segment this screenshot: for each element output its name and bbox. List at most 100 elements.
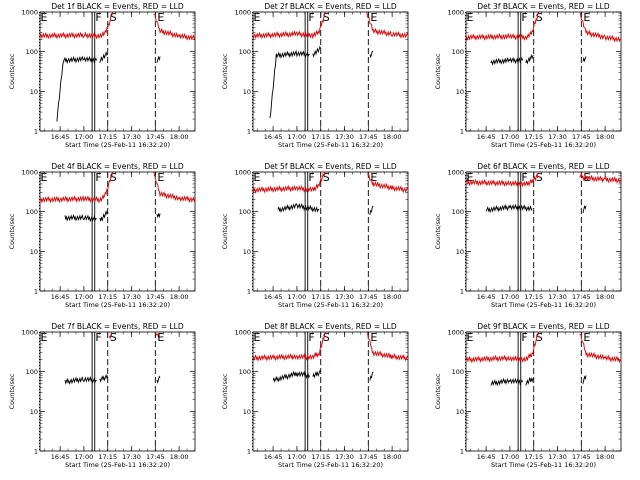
- x-tick-label: 16:45: [51, 293, 70, 301]
- x-tick-label: 17:30: [122, 133, 141, 141]
- x-axis-title: Start Time (25-Feb-11 16:32:20): [278, 461, 383, 469]
- lld-series-line: [366, 332, 408, 362]
- x-tick-label: 17:00: [75, 133, 94, 141]
- plot-frame: [465, 331, 622, 452]
- x-tick-label: 17:00: [501, 453, 520, 461]
- marker-label: S: [323, 331, 330, 344]
- x-tick-label: 18:00: [596, 293, 615, 301]
- marker-label: F: [521, 11, 527, 24]
- chart-title: Det 3f BLACK = Events, RED = LLD: [477, 2, 610, 11]
- chart-panel: Det 3f BLACK = Events, RED = LLD 1 10 100 10…: [434, 2, 622, 149]
- x-tick-label: 17:00: [501, 133, 520, 141]
- x-axis-title: Start Time (25-Feb-11 16:32:20): [491, 141, 596, 149]
- lld-series-line: [253, 172, 326, 194]
- x-tick-label: 17:30: [335, 293, 354, 301]
- marker-label: F: [95, 171, 101, 184]
- x-axis-title: Start Time (25-Feb-11 16:32:20): [65, 141, 170, 149]
- chart-title: Det 1f BLACK = Events, RED = LLD: [51, 2, 184, 11]
- x-tick-label: 16:45: [51, 453, 70, 461]
- lld-series-line: [253, 12, 326, 40]
- events-series-line: [490, 56, 524, 66]
- y-tick-label: 100: [452, 208, 464, 216]
- y-axis-title: Counts/sec: [434, 213, 442, 249]
- x-tick-label: 17:15: [524, 133, 543, 141]
- plot-frame: [465, 11, 622, 132]
- chart-title: Det 5f BLACK = Events, RED = LLD: [264, 162, 397, 171]
- x-tick-label: 17:00: [288, 453, 307, 461]
- lld-series-line: [466, 332, 539, 364]
- y-tick-label: 10: [243, 408, 251, 416]
- y-tick-label: 1000: [234, 169, 251, 177]
- marker-label: E: [466, 171, 473, 184]
- y-tick-label: 10: [456, 408, 464, 416]
- marker-label: E: [40, 171, 47, 184]
- y-tick-label: 1000: [447, 169, 464, 177]
- x-tick-label: 17:15: [524, 453, 543, 461]
- y-tick-label: 1: [247, 128, 251, 136]
- chart-panel: Det 1f BLACK = Events, RED = LLD 1 10 100 10…: [8, 2, 196, 149]
- x-tick-label: 17:15: [98, 453, 117, 461]
- events-series-line: [99, 373, 109, 383]
- y-tick-label: 1: [34, 288, 38, 296]
- x-tick-label: 18:00: [383, 133, 402, 141]
- y-axis-title: Counts/sec: [8, 213, 16, 249]
- chart-panel: Det 9f BLACK = Events, RED = LLD 1 10 100 10…: [434, 322, 622, 469]
- events-series-line: [99, 209, 109, 222]
- x-tick-label: 17:45: [146, 453, 165, 461]
- x-tick-label: 17:15: [311, 293, 330, 301]
- events-series-line: [582, 204, 587, 214]
- x-tick-label: 18:00: [170, 453, 189, 461]
- y-axis-title: Counts/sec: [221, 53, 229, 89]
- events-series-line: [525, 376, 535, 386]
- lld-series-line: [108, 332, 113, 340]
- marker-label: S: [323, 171, 330, 184]
- y-tick-label: 1000: [234, 329, 251, 337]
- events-series-line: [269, 49, 310, 119]
- y-tick-label: 1000: [21, 329, 38, 337]
- plot-frame: [39, 11, 196, 132]
- marker-label: F: [308, 11, 314, 24]
- events-series-line: [369, 205, 374, 216]
- y-tick-label: 100: [239, 48, 251, 56]
- x-tick-label: 16:45: [264, 133, 283, 141]
- marker-label: S: [323, 11, 330, 24]
- x-tick-label: 17:45: [572, 133, 591, 141]
- x-tick-label: 17:45: [572, 293, 591, 301]
- events-series-line: [312, 45, 322, 58]
- plot-frame: [252, 11, 409, 132]
- y-tick-label: 100: [239, 208, 251, 216]
- lld-series-line: [579, 12, 621, 43]
- x-tick-label: 17:45: [359, 133, 378, 141]
- marker-label: E: [157, 331, 164, 344]
- events-series-line: [490, 377, 524, 387]
- x-tick-label: 17:00: [75, 453, 94, 461]
- events-series-line: [156, 212, 161, 219]
- x-tick-label: 17:30: [122, 293, 141, 301]
- x-tick-label: 17:15: [98, 133, 117, 141]
- y-tick-label: 1000: [21, 9, 38, 17]
- y-tick-label: 10: [456, 88, 464, 96]
- x-tick-label: 17:30: [548, 293, 567, 301]
- events-series-line: [156, 375, 161, 384]
- y-tick-label: 100: [26, 208, 38, 216]
- x-tick-label: 17:30: [335, 453, 354, 461]
- x-tick-label: 16:45: [477, 133, 496, 141]
- y-tick-label: 100: [239, 368, 251, 376]
- y-axis-title: Counts/sec: [221, 213, 229, 249]
- y-tick-label: 1: [247, 288, 251, 296]
- y-axis-title: Counts/sec: [221, 373, 229, 409]
- y-tick-label: 1: [460, 288, 464, 296]
- chart-panel: Det 7f BLACK = Events, RED = LLD 1 10 100 10…: [8, 322, 196, 469]
- marker-label: E: [253, 11, 260, 24]
- x-tick-label: 16:45: [264, 293, 283, 301]
- lld-series-line: [579, 333, 621, 364]
- x-tick-label: 18:00: [596, 453, 615, 461]
- x-tick-label: 16:45: [477, 453, 496, 461]
- chart-title: Det 9f BLACK = Events, RED = LLD: [477, 322, 610, 331]
- lld-series-line: [153, 14, 195, 41]
- marker-label: S: [110, 171, 117, 184]
- lld-series-line: [367, 172, 408, 194]
- x-tick-label: 17:30: [548, 453, 567, 461]
- y-tick-label: 10: [243, 248, 251, 256]
